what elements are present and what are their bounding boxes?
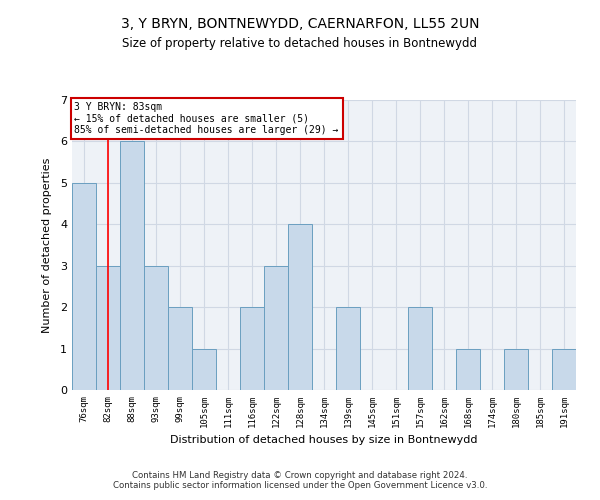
Text: Size of property relative to detached houses in Bontnewydd: Size of property relative to detached ho… [122,38,478,51]
Y-axis label: Number of detached properties: Number of detached properties [41,158,52,332]
Bar [168,307,192,390]
Text: 3, Y BRYN, BONTNEWYDD, CAERNARFON, LL55 2UN: 3, Y BRYN, BONTNEWYDD, CAERNARFON, LL55 … [121,18,479,32]
Bar [120,142,144,390]
Bar [336,307,360,390]
Bar [408,307,432,390]
Bar [240,307,264,390]
Bar [552,348,576,390]
Text: 3 Y BRYN: 83sqm
← 15% of detached houses are smaller (5)
85% of semi-detached ho: 3 Y BRYN: 83sqm ← 15% of detached houses… [74,102,339,136]
Bar [288,224,312,390]
Bar [504,348,528,390]
Text: Contains HM Land Registry data © Crown copyright and database right 2024.
Contai: Contains HM Land Registry data © Crown c… [113,470,487,490]
Bar [144,266,168,390]
Bar [264,266,288,390]
Bar [192,348,216,390]
X-axis label: Distribution of detached houses by size in Bontnewydd: Distribution of detached houses by size … [170,436,478,446]
Bar [96,266,120,390]
Bar [456,348,480,390]
Bar [72,183,96,390]
